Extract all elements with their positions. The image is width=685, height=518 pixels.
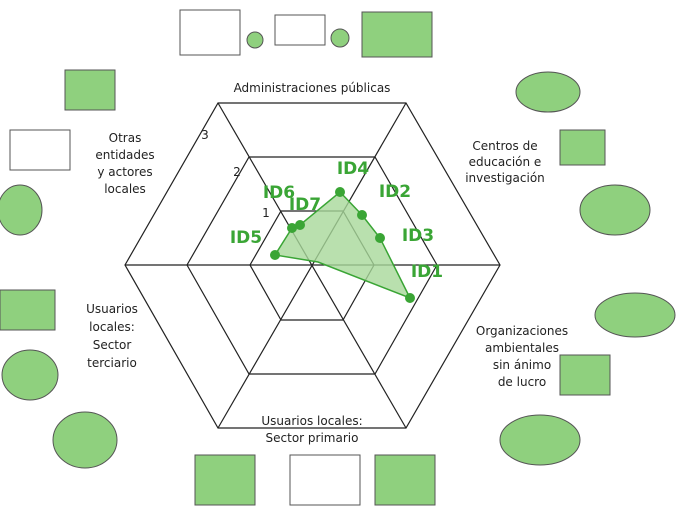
sector-label: Sector [93,338,132,352]
point-label: ID2 [379,182,411,202]
ring-label: 2 [233,165,241,179]
point-label: ID1 [411,262,443,282]
sector-label: Otras [109,131,142,145]
sector-label: Usuarios [86,302,138,316]
sector-label: educación e [469,155,542,169]
point-label: ID5 [230,228,262,248]
points [270,187,415,303]
sector-label: Centros de [472,139,537,153]
sector-label: locales [104,182,146,196]
sector-label: locales: [89,320,135,334]
sector-label: terciario [87,356,137,370]
point-label: ID6 [263,183,295,203]
point-label: ID7 [289,195,321,215]
ring-label: 1 [262,206,270,220]
sector-label: Administraciones públicas [234,81,391,95]
sector-label: Organizaciones [476,324,568,338]
sector-label: investigación [465,171,545,185]
sector-label: entidades [95,148,154,162]
spokes [125,102,500,429]
sector-label: ambientales [485,341,559,355]
point-label: ID4 [337,159,369,179]
illustrations [0,9,676,506]
ring-label: 3 [201,128,209,142]
sector-label: y actores [97,165,152,179]
sector-label: sin ánimo [493,358,551,372]
sector-label: Sector primario [266,431,359,445]
sector-label: Usuarios locales: [261,414,362,428]
sector-label: de lucro [498,375,546,389]
grid [124,102,501,429]
point-label: ID3 [402,226,434,246]
